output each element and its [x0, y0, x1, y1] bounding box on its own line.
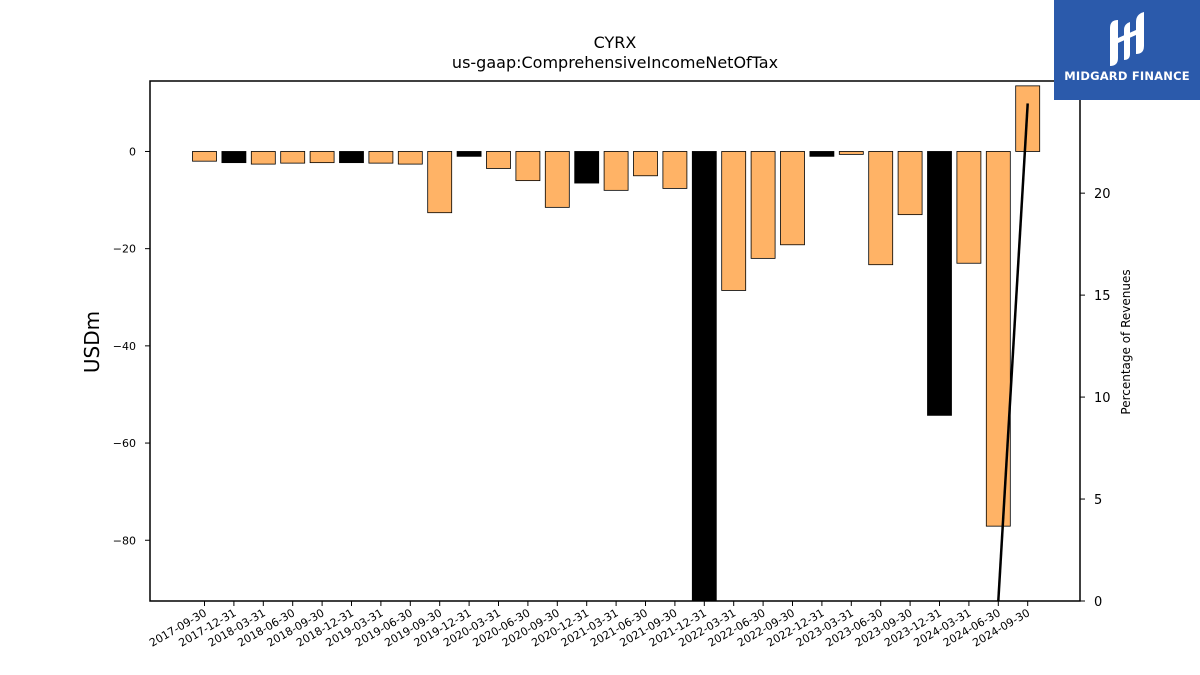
y2-tick-label: 5 — [1094, 493, 1102, 508]
bar-2022-03-31 — [721, 151, 747, 291]
bar-2021-06-30 — [633, 151, 658, 177]
bars-group — [192, 85, 1041, 602]
chart-title: CYRX — [594, 33, 637, 52]
bar-2021-03-31 — [603, 151, 629, 191]
bar-2018-06-30 — [280, 151, 306, 164]
bar-2018-09-30 — [309, 151, 335, 164]
bar-2018-03-31 — [250, 151, 276, 165]
y2-tick-label: 15 — [1094, 289, 1111, 304]
bar-2019-06-30 — [397, 151, 423, 165]
bar-2021-09-30 — [662, 151, 688, 189]
plot-frame — [149, 80, 1081, 602]
y2-tick-label: 20 — [1094, 187, 1111, 202]
bar-2024-03-31 — [956, 151, 982, 264]
bar-2019-09-30 — [427, 151, 453, 214]
y-tick-label: −60 — [113, 437, 136, 450]
bar-2023-12-31 — [927, 151, 952, 416]
bar-2020-06-30 — [515, 151, 541, 182]
y-tick-label: −80 — [113, 534, 136, 547]
brand-logo: MIDGARD FINANCE — [1054, 0, 1200, 100]
y2-tick-label: 10 — [1094, 391, 1111, 406]
bar-2023-09-30 — [897, 151, 923, 216]
bar-2023-06-30 — [868, 151, 894, 266]
bar-2017-09-30 — [192, 151, 217, 162]
y-tick-label: 0 — [129, 145, 136, 158]
bar-2019-12-31 — [456, 151, 482, 157]
bar-2021-12-31 — [691, 151, 717, 602]
bar-2017-12-31 — [221, 151, 247, 164]
percentage-of-revenues-line — [997, 103, 1029, 602]
bar-2022-12-31 — [809, 151, 835, 157]
bar-2020-12-31 — [574, 151, 600, 184]
y-tick-label: −40 — [113, 340, 136, 353]
bar-2020-09-30 — [544, 151, 570, 208]
bar-2022-06-30 — [750, 151, 776, 259]
midgard-logo-icon — [1110, 12, 1144, 66]
bar-2018-12-31 — [339, 151, 364, 164]
bar-2020-03-31 — [486, 151, 511, 169]
right-axis-label: Percentage of Revenues — [1119, 269, 1133, 414]
bar-2022-09-30 — [780, 151, 805, 246]
bar-2019-03-31 — [368, 151, 394, 164]
y2-tick-label: 0 — [1094, 595, 1102, 610]
line-group — [997, 103, 1029, 602]
chart-subtitle: us-gaap:ComprehensiveIncomeNetOfTax — [452, 53, 778, 72]
y-tick-label: −20 — [113, 243, 136, 256]
bar-2023-03-31 — [838, 151, 864, 155]
brand-name: MIDGARD FINANCE — [1064, 69, 1190, 83]
y-axis-label: USDm — [80, 311, 104, 373]
